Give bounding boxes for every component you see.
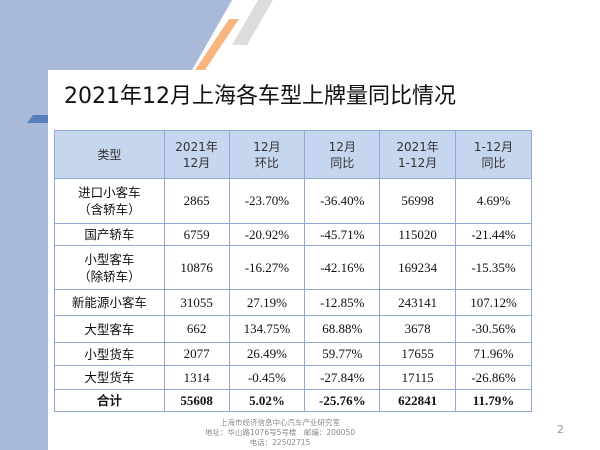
value-cell: 59.77% [304,342,381,366]
value-cell: -30.56% [455,315,532,343]
table-row: 小型客车 （除轿车） 10876 -16.27% -42.16% 169234 -15.35… [54,245,532,290]
column-header: 2021年 1-12月 [379,130,457,179]
value-cell: -21.44% [455,223,532,246]
value-cell: 134.75% [228,315,306,343]
table-row: 合计 55608 5.02% -25.76% 622841 11.79% [54,389,532,412]
value-cell: -0.45% [228,365,306,390]
column-header: 类型 [54,130,165,179]
footer-org: 上海市经济信息中心汽车产业研究室 [220,418,340,427]
vehicle-type-line: （除轿车） [78,268,141,284]
vehicle-type-cell: 大型货车 [54,365,165,390]
table-row: 国产轿车 6759 -20.92% -45.71% 115020 -21.44% [54,223,532,246]
vehicle-type-cell: 新能源小客车 [54,289,165,316]
value-cell: -42.16% [304,245,381,290]
slide-title: 2021年12月上海各车型上牌量同比情况 [64,84,456,109]
page-number: 2 [557,423,564,436]
column-header-line: 同比 [481,155,506,170]
column-header-line: 类型 [97,147,122,162]
vehicle-type-cell: 大型客车 [54,315,165,343]
vehicle-type-cell: 国产轿车 [54,223,165,246]
vehicle-type-line: 国产轿车 [84,227,135,242]
vehicle-type-line: 新能源小客车 [71,295,147,310]
value-cell: 5.02% [228,389,306,412]
table-row: 进口小客车 （含轿车） 2865 -23.70% -36.40% 56998 4.69% [54,178,532,224]
vehicle-type-line: （含轿车） [78,202,141,217]
value-cell: 3678 [379,315,457,343]
value-cell: -45.71% [304,223,381,246]
value-cell: 11.79% [455,389,532,412]
value-cell: 71.96% [455,342,532,366]
vehicle-type-line: 进口小客车 [78,185,141,200]
value-cell: 107.12% [455,289,532,316]
column-header: 1-12月 同比 [455,130,532,179]
value-cell: 56998 [379,178,457,224]
column-header-line: 环比 [254,155,279,170]
value-cell: -25.76% [304,389,381,412]
vehicle-type-line: 大型货车 [84,370,135,385]
footer-phone: 电话：22502715 [249,438,311,447]
value-cell: -20.92% [228,223,306,246]
value-cell: 2077 [163,342,230,366]
value-cell: 55608 [163,389,230,412]
value-cell: 17115 [379,365,457,390]
value-cell: 10876 [163,245,230,290]
value-cell: 68.88% [304,315,381,343]
vehicle-type-line: 合计 [96,393,122,408]
table-row: 大型客车 662 134.75% 68.88% 3678 -30.56% [54,315,532,343]
value-cell: 662 [163,315,230,343]
value-cell: 243141 [379,289,457,316]
column-header: 2021年 12月 [163,130,230,179]
column-header-line: 同比 [330,155,355,170]
vehicle-type-line: 小型货车 [84,346,135,362]
registration-table: 类型 2021年 12月 12月 环比 12月 同比 2021年 1-12月 1-12月 同比 进口… [54,130,532,412]
column-header-line: 1-12月 [398,155,438,170]
value-cell: 27.19% [228,289,306,316]
title-card [48,70,600,130]
column-header: 12月 环比 [228,130,306,179]
value-cell: 2865 [163,178,230,224]
footer: 上海市经济信息中心汽车产业研究室 地址：华山路1076号5号楼 邮编：20005… [0,418,600,448]
table-row: 小型货车 2077 26.49% 59.77% 17655 71.96% [54,342,532,366]
column-header-line: 12月 [328,139,356,154]
column-header-line: 2021年 [396,139,439,154]
value-cell: 115020 [379,223,457,246]
value-cell: 6759 [163,223,230,246]
vehicle-type-cell: 进口小客车 （含轿车） [54,178,165,224]
value-cell: -16.27% [228,245,306,290]
value-cell: 622841 [379,389,457,412]
table-row: 新能源小客车 31055 27.19% -12.85% 243141 107.12% [54,289,532,316]
column-header: 12月 同比 [304,130,381,179]
vehicle-type-cell: 合计 [54,389,165,412]
gray-stripe [232,0,273,45]
footer-address: 地址：华山路1076号5号楼 邮编：200050 [205,428,355,437]
value-cell: -15.35% [455,245,532,290]
value-cell: 1314 [163,365,230,390]
value-cell: 169234 [379,245,457,290]
value-cell: 17655 [379,342,457,366]
vehicle-type-cell: 小型客车 （除轿车） [54,245,165,290]
value-cell: 26.49% [228,342,306,366]
table-header-row: 类型 2021年 12月 12月 环比 12月 同比 2021年 1-12月 1-12月 同比 [54,130,532,179]
column-header-line: 1-12月 [473,139,514,154]
vehicle-type-cell: 小型货车 [54,342,165,366]
orange-stripe [195,19,239,70]
column-header-line: 12月 [253,139,281,154]
value-cell: -23.70% [228,178,306,224]
value-cell: -36.40% [304,178,381,224]
table-row: 大型货车 1314 -0.45% -27.84% 17115 -26.86% [54,365,532,390]
column-header-line: 2021年 [175,139,218,154]
vehicle-type-line: 小型客车 [84,251,135,267]
value-cell: 31055 [163,289,230,316]
column-header-line: 12月 [182,155,211,170]
value-cell: -12.85% [304,289,381,316]
value-cell: -26.86% [455,365,532,390]
value-cell: -27.84% [304,365,381,390]
value-cell: 4.69% [455,178,532,224]
vehicle-type-line: 大型客车 [84,321,135,337]
